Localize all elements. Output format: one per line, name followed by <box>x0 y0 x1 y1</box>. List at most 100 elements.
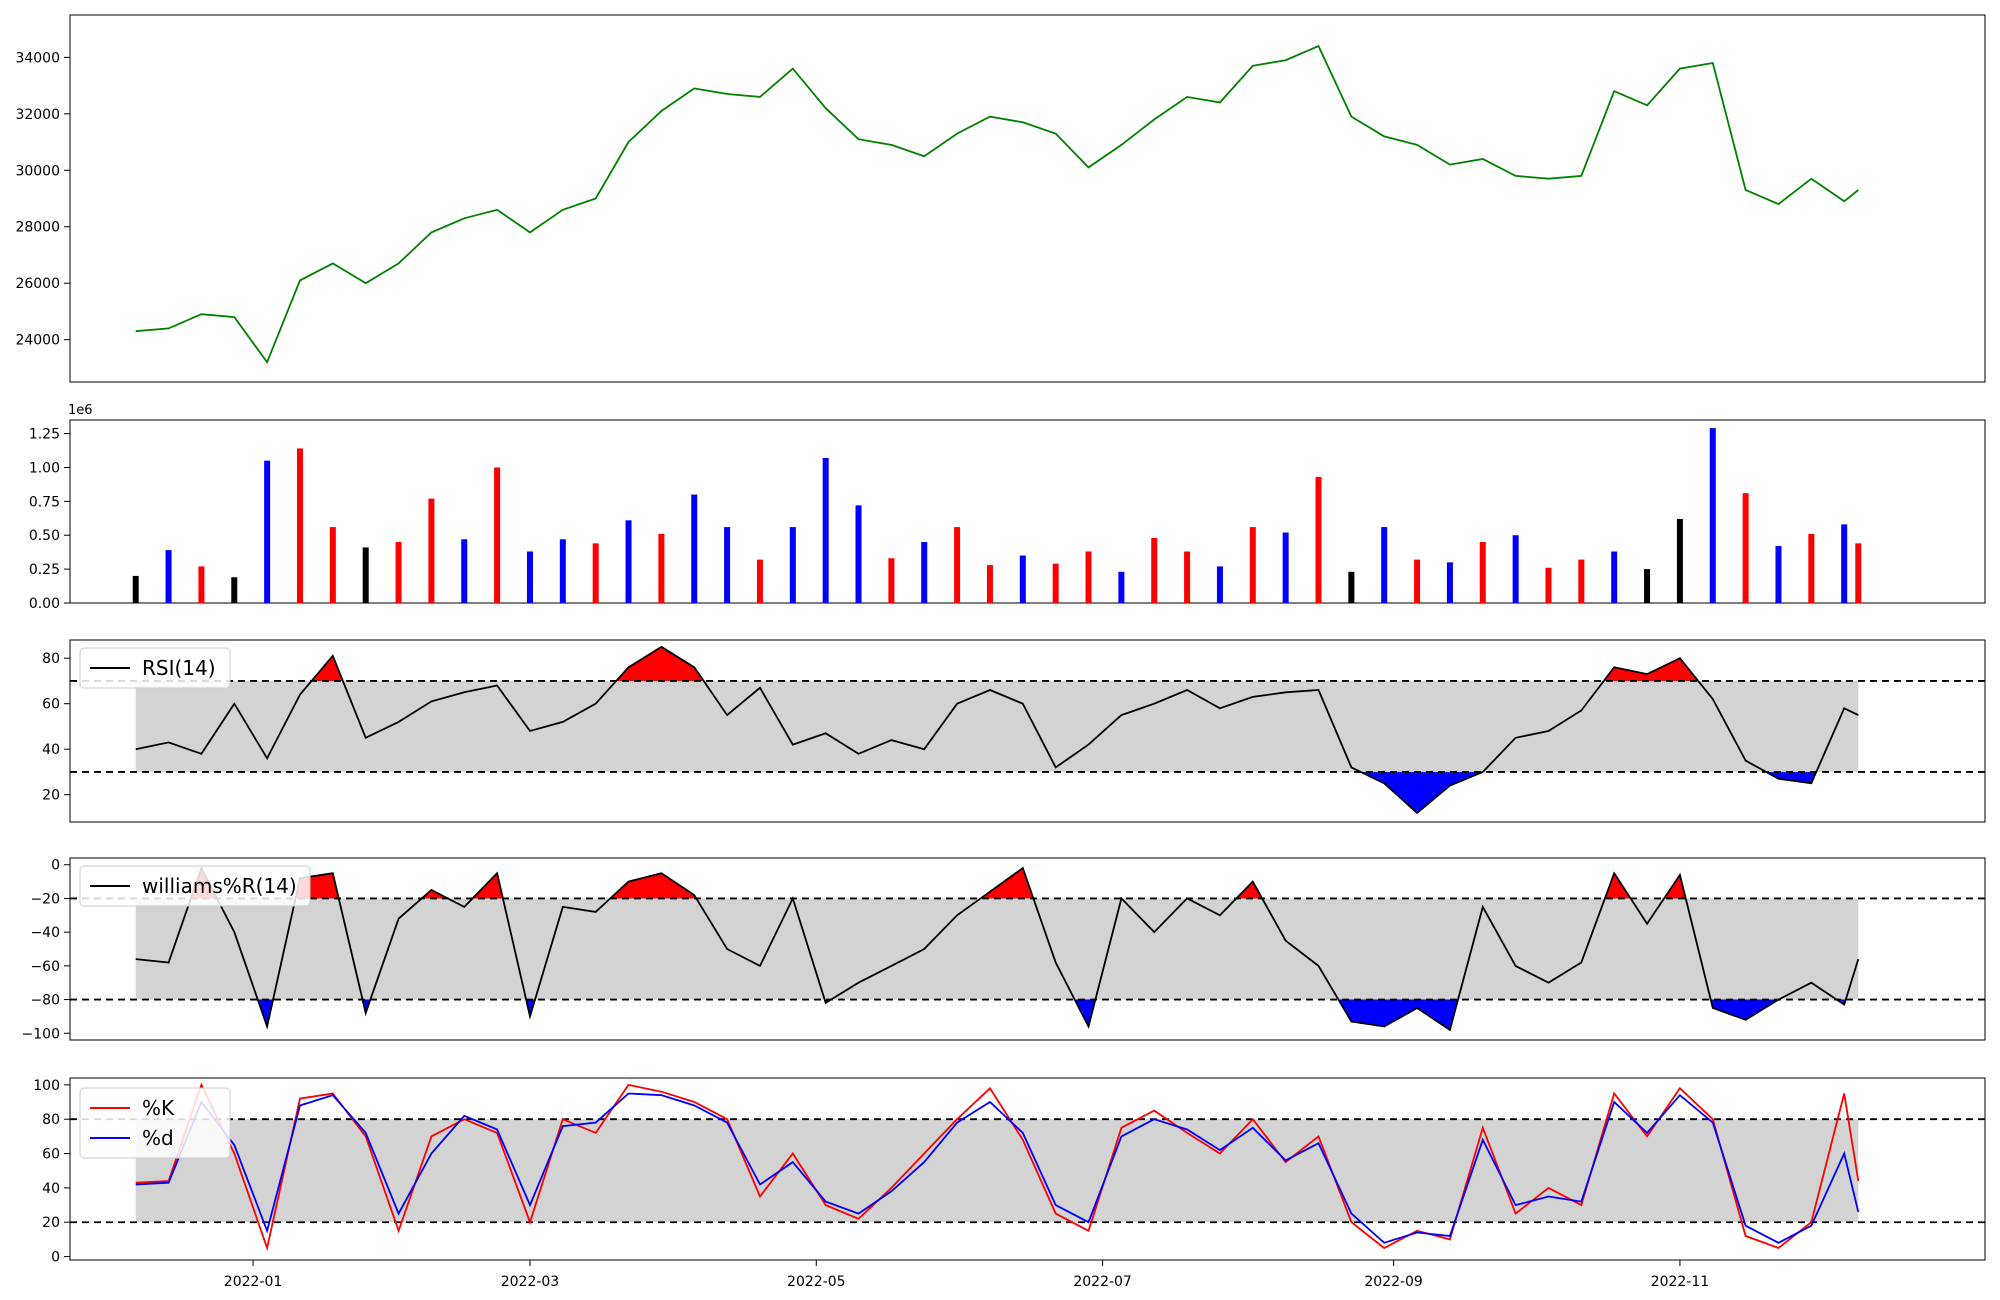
y-tick-label: 0 <box>51 858 60 874</box>
rsi-overbought-fill <box>1603 658 1699 681</box>
williams-oversold-fill <box>526 999 535 1017</box>
y-tick-label: 0.00 <box>29 596 60 612</box>
price-line <box>135 44 1859 365</box>
volume-bar <box>1118 571 1125 603</box>
volume-bar <box>1446 562 1453 603</box>
volume-bar <box>296 448 303 603</box>
volume-bar <box>1676 518 1683 603</box>
legend-frame <box>79 1087 231 1159</box>
y-tick-label: −60 <box>30 959 60 975</box>
rsi-panel: 20 40 60 80 <box>42 639 1986 823</box>
legend-frame <box>79 647 231 689</box>
y-tick-label: 60 <box>42 1147 60 1163</box>
y-tick-label: 0.50 <box>29 528 60 544</box>
volume-bar <box>756 559 763 603</box>
volume-bar <box>559 539 566 603</box>
legend: %K %d <box>79 1087 231 1159</box>
volume-bar <box>1249 527 1256 603</box>
volume-bar <box>986 565 993 603</box>
volume-bar <box>1578 559 1585 603</box>
volume-bar <box>1184 551 1191 603</box>
y-tick-label: 26000 <box>15 276 60 292</box>
y-tick-label: 40 <box>42 742 60 758</box>
y-tick-label: −100 <box>22 1026 60 1042</box>
y-tick-label: 20 <box>42 1215 60 1231</box>
volume-bar <box>1479 542 1486 603</box>
x-tick-label: 2022-03 <box>501 1274 560 1290</box>
y-tick-label: 28000 <box>15 220 60 236</box>
volume-bar <box>1052 563 1059 603</box>
volume-bar <box>1381 527 1388 603</box>
volume-bar <box>1414 559 1421 603</box>
volume-bar <box>165 550 172 603</box>
volume-bar <box>658 533 665 603</box>
volume-bar <box>526 551 533 603</box>
volume-bar <box>1611 551 1618 603</box>
williams-neutral-band <box>135 898 1859 1000</box>
volume-bar <box>1151 537 1158 603</box>
price-frame <box>69 14 1986 383</box>
y-tick-label: 40 <box>42 1181 60 1197</box>
legend-label: williams%R(14) <box>142 874 297 898</box>
williams-overbought-fill <box>472 873 503 899</box>
price-panel: 24000 26000 28000 30000 32000 34000 <box>15 14 1986 383</box>
chart-panels: 2400026000280003000032000340000.000.250.… <box>15 14 1986 1290</box>
volume-panel: 0.00 0.25 0.50 0.75 1.00 1.25 <box>29 419 1986 612</box>
chart-legends: RSI(14) williams%R(14) %K %d <box>79 647 311 1159</box>
rsi-neutral-band <box>135 680 1859 772</box>
volume-bar <box>395 542 402 603</box>
volume-bar <box>1742 493 1749 603</box>
volume-bar <box>264 460 271 603</box>
y-tick-label: 0 <box>51 1250 60 1266</box>
volume-bar <box>954 527 961 603</box>
volume-bar <box>1709 428 1716 603</box>
volume-bar <box>921 542 928 603</box>
williams-oversold-fill <box>257 999 274 1027</box>
williams-overbought-fill <box>1664 874 1686 899</box>
y-tick-label: 1.25 <box>29 427 60 443</box>
legend-label: %d <box>142 1126 174 1150</box>
volume-bar <box>494 467 501 603</box>
volume-frame <box>69 419 1986 604</box>
volume-bar <box>1282 532 1289 603</box>
williams-overbought-fill <box>610 873 697 899</box>
rsi-frame <box>69 639 1986 823</box>
volume-bar <box>362 547 369 603</box>
y-tick-label: 0.75 <box>29 494 60 510</box>
y-tick-label: 32000 <box>15 107 60 123</box>
rsi-line <box>135 645 1859 815</box>
legend-label: %K <box>142 1096 175 1120</box>
y-tick-label: −40 <box>30 925 60 941</box>
volume-offset-label: 1e6 <box>68 403 93 418</box>
stochastic-line-d <box>135 1092 1860 1244</box>
y-tick-label: 30000 <box>15 163 60 179</box>
volume-bar <box>329 527 336 603</box>
y-tick-label: 60 <box>42 697 60 713</box>
volume-bar <box>1512 535 1519 603</box>
y-tick-label: 1.00 <box>29 460 60 476</box>
y-tick-label: 24000 <box>15 333 60 349</box>
rsi-oversold-fill <box>1766 771 1817 784</box>
x-tick-label: 2022-05 <box>787 1274 846 1290</box>
williams-line <box>135 865 1860 1032</box>
williams-oversold-fill <box>1710 999 1779 1020</box>
volume-bar <box>592 543 599 603</box>
y-tick-label: 34000 <box>15 50 60 66</box>
x-tick-label: 2022-01 <box>224 1274 283 1290</box>
volume-bar <box>198 566 205 603</box>
volume-bar <box>1808 533 1815 603</box>
stochastic-panel: 0 20 40 60 80 100 2022-01 2022-03 2022-05 2022-07… <box>33 1077 1986 1290</box>
volume-bar <box>724 527 731 603</box>
volume-bar <box>1348 571 1355 603</box>
williams-oversold-fill <box>1338 999 1458 1030</box>
volume-bar <box>428 498 435 603</box>
williams-panel: 0 −20 −40 −60 −80 −100 <box>22 857 1986 1042</box>
volume-bar <box>625 520 632 603</box>
volume-bar <box>1841 524 1848 603</box>
volume-bar <box>822 457 829 603</box>
volume-bar <box>1775 546 1782 603</box>
y-tick-label: 20 <box>42 788 60 804</box>
volume-bar <box>1545 567 1552 603</box>
legend-frame <box>79 865 311 907</box>
stochastic-frame <box>69 1077 1986 1261</box>
